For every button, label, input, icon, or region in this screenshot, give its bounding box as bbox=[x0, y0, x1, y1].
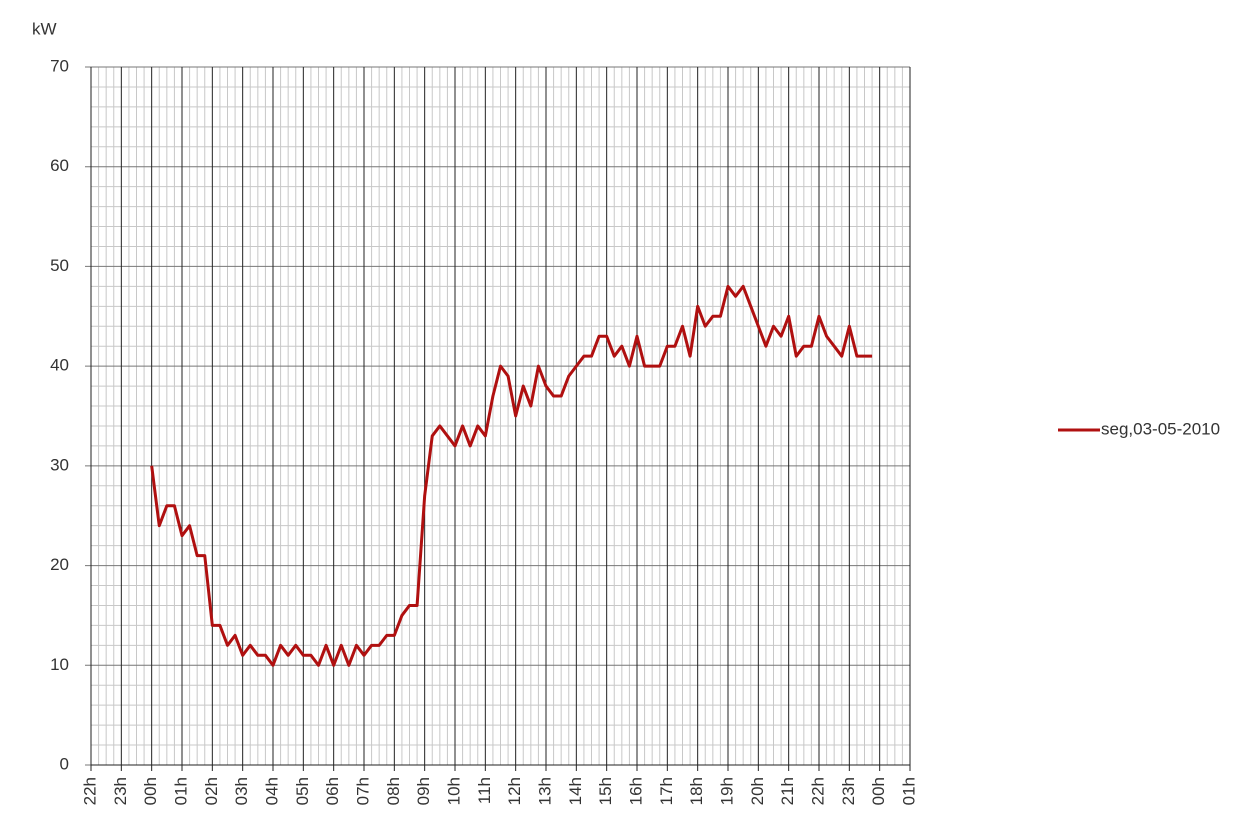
x-tick-label: 10h bbox=[444, 777, 463, 805]
x-tick-label: 22h bbox=[80, 777, 99, 805]
y-tick-label: 20 bbox=[50, 555, 69, 574]
y-tick-label: 60 bbox=[50, 156, 69, 175]
y-tick-label: 40 bbox=[50, 356, 69, 375]
x-tick-label: 00h bbox=[869, 777, 888, 805]
series-line bbox=[150, 284, 873, 667]
x-tick-label: 01h bbox=[899, 777, 918, 805]
y-tick-label: 10 bbox=[50, 655, 69, 674]
x-tick-label: 19h bbox=[717, 777, 736, 805]
x-tick-label: 12h bbox=[505, 777, 524, 805]
x-tick-label: 20h bbox=[748, 777, 767, 805]
x-tick-label: 09h bbox=[414, 777, 433, 805]
x-tick-label: 02h bbox=[202, 777, 221, 805]
x-tick-label: 08h bbox=[384, 777, 403, 805]
x-tick-label: 17h bbox=[657, 777, 676, 805]
x-tick-label: 00h bbox=[141, 777, 160, 805]
y-tick-label: 70 bbox=[50, 56, 69, 75]
x-tick-label: 15h bbox=[596, 777, 615, 805]
x-tick-label: 05h bbox=[293, 777, 312, 805]
y-tick-label: 0 bbox=[60, 754, 69, 773]
x-tick-label: 06h bbox=[323, 777, 342, 805]
legend-label: seg,03-05-2010 bbox=[1101, 419, 1220, 438]
x-tick-label: 14h bbox=[566, 777, 585, 805]
x-tick-label: 22h bbox=[808, 777, 827, 805]
x-tick-label: 07h bbox=[353, 777, 372, 805]
x-tick-label: 03h bbox=[232, 777, 251, 805]
x-tick-label: 16h bbox=[626, 777, 645, 805]
x-tick-label: 21h bbox=[778, 777, 797, 805]
y-tick-label: 50 bbox=[50, 256, 69, 275]
x-tick-label: 18h bbox=[687, 777, 706, 805]
x-tick-label: 13h bbox=[535, 777, 554, 805]
x-tick-label: 04h bbox=[262, 777, 281, 805]
x-tick-label: 01h bbox=[171, 777, 190, 805]
y-tick-label: 30 bbox=[50, 455, 69, 474]
x-tick-label: 23h bbox=[111, 777, 130, 805]
x-tick-label: 23h bbox=[839, 777, 858, 805]
y-axis-label: kW bbox=[32, 19, 57, 38]
x-tick-label: 11h bbox=[475, 777, 494, 804]
